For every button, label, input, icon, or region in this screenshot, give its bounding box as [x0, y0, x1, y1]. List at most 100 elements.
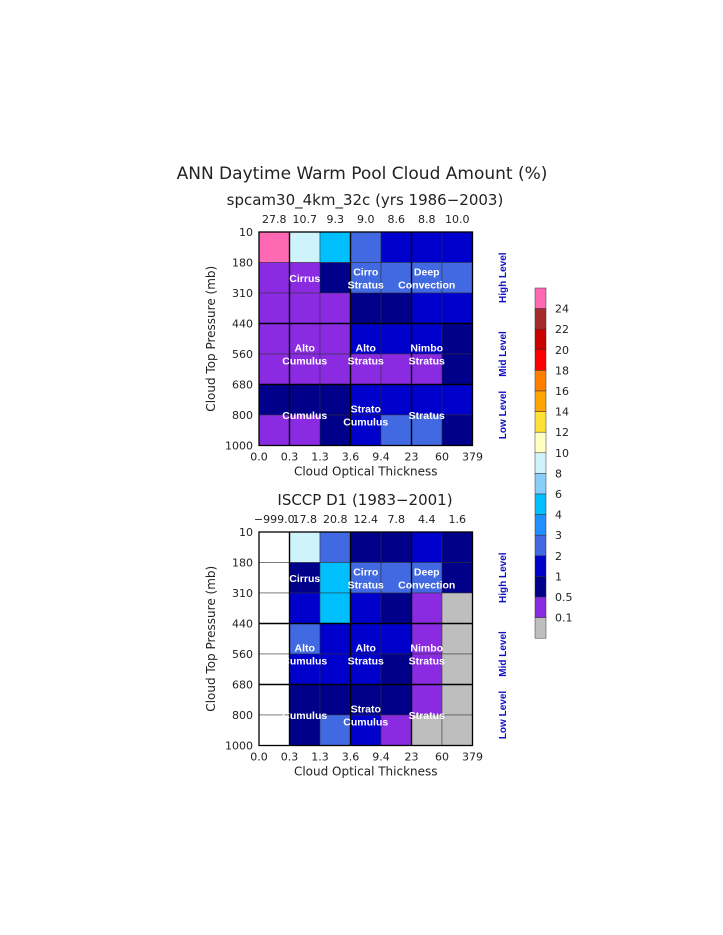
heatmap-cell [258, 292, 290, 324]
colorbar: 24 22 20 18 16 14 12 10 8 6 4 3 2 1 0.5 0.1 [534, 287, 573, 639]
panel-2: ISCCP D1 (1983−2001) −999.017.8 20.8 12.4 7.… [204, 491, 509, 779]
cloud-type-label: Cirrus [289, 573, 320, 585]
cloud-type-label: Cumulus [343, 417, 388, 429]
heatmap-cell [350, 231, 382, 263]
y-tick-label: 10 [239, 526, 253, 539]
heatmap-cell [319, 562, 351, 594]
heatmap-cell [411, 531, 443, 563]
panel-title: spcam30_4km_32c (yrs 1986−2003) [227, 191, 504, 210]
y-tick-label: 680 [232, 379, 253, 392]
colorbar-swatch [534, 287, 547, 309]
colorbar-swatch [534, 328, 547, 351]
heatmap-cell [380, 653, 412, 685]
heatmap-cell [289, 592, 321, 624]
heatmap-cell [411, 231, 443, 263]
x-tick-label: 60 [435, 451, 449, 464]
y-tick-label: 10 [239, 226, 253, 239]
column-total: 27.8 [262, 213, 287, 226]
y-axis-label: Cloud Top Pressure (mb) [204, 566, 218, 712]
heatmap-cell [350, 262, 382, 294]
y-tick-label: 800 [232, 409, 253, 422]
heatmap-cell [441, 414, 473, 446]
cloud-type-label: Stratus [409, 710, 445, 722]
x-axis-label: Cloud Optical Thickness [294, 465, 438, 479]
colorbar-swatch [534, 596, 547, 618]
heatmap-cell [258, 684, 290, 716]
column-total: 17.8 [293, 513, 318, 526]
figure-title: ANN Daytime Warm Pool Cloud Amount (%) [177, 164, 548, 184]
level-label: Low Level [498, 391, 509, 440]
x-tick-label: 23 [405, 751, 419, 764]
colorbar-label: 20 [555, 344, 569, 357]
column-total: 9.3 [327, 213, 345, 226]
heatmap-cell [258, 262, 290, 294]
heatmap-cell [380, 714, 412, 746]
heatmap-cell [441, 292, 473, 324]
x-tick-label: 9.4 [372, 751, 390, 764]
cloud-type-label: Alto [295, 643, 315, 655]
x-tick-label: 60 [435, 751, 449, 764]
heatmap-cell [319, 653, 351, 685]
heatmap-cell [380, 231, 412, 263]
column-total: 7.8 [388, 513, 406, 526]
cloud-type-label: Cumulus [343, 717, 388, 729]
colorbar-swatch [534, 534, 547, 557]
heatmap-cell [350, 353, 382, 385]
x-axis-label: Cloud Optical Thickness [294, 765, 438, 779]
panel-1: spcam30_4km_32c (yrs 1986−2003) 27.8 10.7 9… [204, 191, 509, 479]
heatmap-cell [441, 323, 473, 355]
heatmap-cell [258, 414, 290, 446]
cloud-type-label: Strato [351, 404, 381, 416]
cloud-type-label: Convection [398, 279, 455, 291]
colorbar-label: 6 [555, 488, 562, 501]
heatmap-cell [289, 684, 321, 716]
cloud-type-label: Nimbo [410, 343, 443, 355]
heatmap-cell [350, 414, 382, 446]
level-label: Mid Level [498, 631, 509, 677]
x-tick-label: 0.0 [250, 451, 268, 464]
y-tick-label: 440 [232, 318, 253, 331]
cloud-type-label: Stratus [348, 656, 384, 668]
colorbar-label: 18 [555, 364, 569, 377]
cloud-type-label: Cumulus [282, 710, 327, 722]
cloud-type-label: Cirrus [289, 273, 320, 285]
column-total: 4.4 [418, 513, 436, 526]
colorbar-label: 22 [555, 323, 569, 336]
cloud-type-label: Cumulus [282, 356, 327, 368]
colorbar-label: 24 [555, 303, 569, 316]
heatmap-cell [441, 384, 473, 416]
y-tick-label: 560 [232, 348, 253, 361]
cloud-type-label: Cirro [353, 266, 378, 278]
heatmap-cell [350, 292, 382, 324]
heatmap-cell [319, 684, 351, 716]
heatmap-cell [319, 384, 351, 416]
cloud-type-label: Convection [398, 579, 455, 591]
heatmap-cell [441, 714, 473, 746]
plot-frame [258, 231, 474, 447]
heatmap-cell [380, 292, 412, 324]
colorbar-label: 1 [555, 570, 562, 583]
level-label: High Level [498, 252, 509, 303]
heatmap-cell [350, 531, 382, 563]
colorbar-swatch [534, 349, 547, 371]
column-total: 12.4 [354, 513, 379, 526]
x-tick-label: 0.3 [281, 751, 299, 764]
level-label: Mid Level [498, 331, 509, 377]
heatmap-cell [258, 231, 290, 263]
colorbar-label: 0.1 [555, 612, 573, 625]
heatmap-cell [380, 414, 412, 446]
y-tick-label: 1000 [225, 740, 253, 753]
heatmap-cell [441, 653, 473, 685]
y-axis-label: Cloud Top Pressure (mb) [204, 266, 218, 412]
y-tick-label: 180 [232, 257, 253, 270]
heatmap-cell [289, 292, 321, 324]
column-total: 8.6 [388, 213, 406, 226]
colorbar-label: 2 [555, 550, 562, 563]
heatmap-cell [258, 323, 290, 355]
heatmap-cell [289, 531, 321, 563]
heatmap-cell [258, 531, 290, 563]
heatmap-cell [289, 231, 321, 263]
heatmap-cell [258, 623, 290, 655]
cloud-type-label: Strato [351, 704, 381, 716]
heatmap-cell [441, 684, 473, 716]
